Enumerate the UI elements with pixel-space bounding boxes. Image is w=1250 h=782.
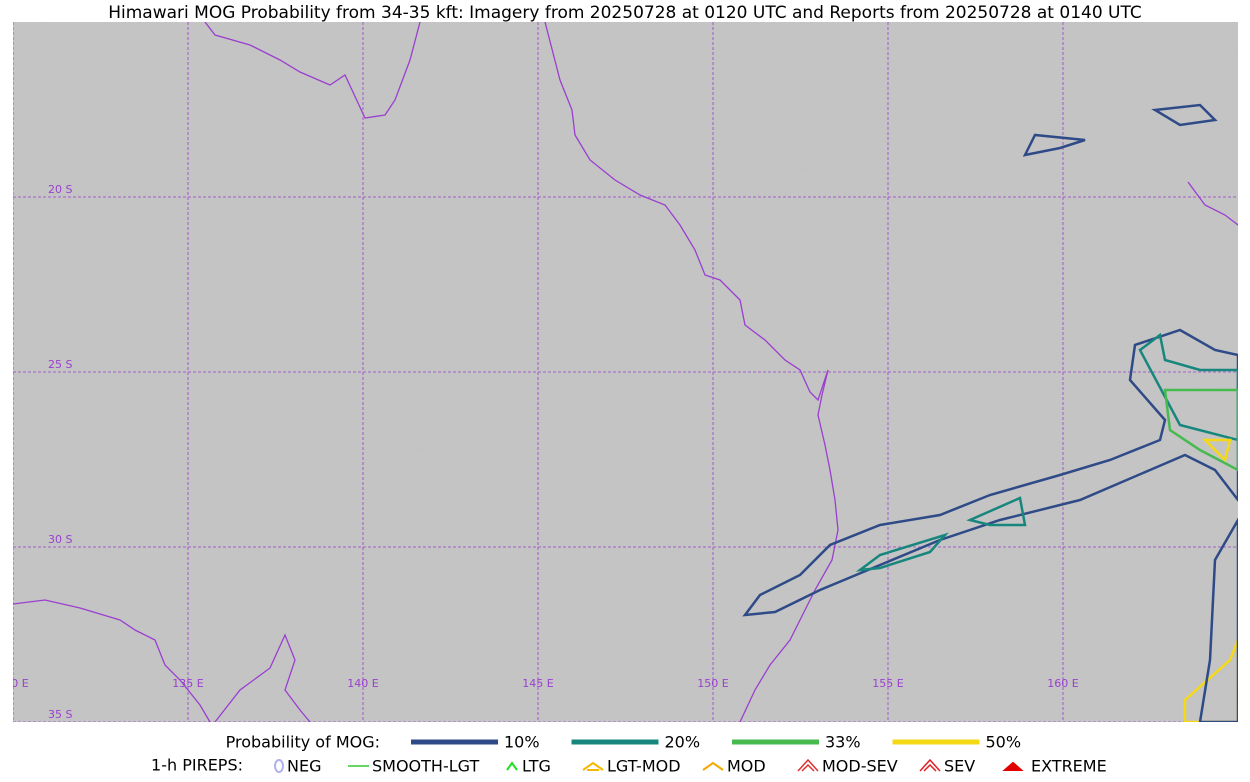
legend-label: EXTREME — [1031, 757, 1107, 776]
graticule: 130 E 135 E 140 E 145 E 150 E 155 E 160 E 20 S 2… — [0, 22, 1238, 722]
latitude-label: 30 S — [48, 533, 72, 546]
coastline — [13, 599, 211, 722]
legend-label: MOD-SEV — [822, 757, 898, 776]
pirep-icon — [702, 761, 724, 771]
map: 130 E 135 E 140 E 145 E 150 E 155 E 160 E 20 S 2… — [0, 22, 1238, 722]
contour-20 — [855, 332, 1238, 572]
pirep-icon — [274, 759, 284, 773]
contour-10 — [1198, 517, 1238, 722]
contour-10 — [1022, 103, 1218, 157]
pirep-icon — [1002, 761, 1024, 771]
contour-10 — [742, 328, 1238, 617]
legend-label: LGT-MOD — [607, 757, 681, 776]
longitude-label: 135 E — [172, 677, 203, 690]
latitude-label: 25 S — [48, 358, 72, 371]
legend-label: SMOOTH-LGT — [372, 757, 479, 776]
legend-title: 1-h PIREPS: — [151, 756, 243, 775]
longitude-label: 150 E — [697, 677, 728, 690]
pirep-icon — [582, 761, 604, 771]
title: Himawari MOG Probability from 34-35 kft:… — [108, 3, 1142, 23]
legend-label: SEV — [944, 757, 975, 776]
probability-contours — [742, 103, 1238, 722]
legend-label: LTG — [522, 757, 551, 776]
contour-33 — [1163, 388, 1238, 472]
pirep-icon — [506, 761, 518, 771]
legend-title: Probability of MOG: — [226, 733, 380, 752]
longitude-label: 155 E — [872, 677, 903, 690]
legend-label: 50% — [986, 733, 1022, 752]
longitude-label: 145 E — [522, 677, 553, 690]
legend-label: NEG — [287, 757, 321, 776]
longitude-label: 160 E — [1047, 677, 1078, 690]
latitude-label: 20 S — [48, 183, 72, 196]
legend-label: MOD — [727, 757, 766, 776]
pirep-icon — [919, 758, 941, 772]
contour-50 — [1183, 438, 1238, 722]
longitude-label: 130 E — [0, 677, 29, 690]
latitude-label: 35 S — [48, 708, 72, 721]
coastline — [204, 22, 421, 119]
coastline — [1187, 181, 1238, 226]
coastline — [544, 22, 839, 722]
coastline — [214, 633, 311, 722]
longitude-label: 140 E — [347, 677, 378, 690]
legend-label: 20% — [665, 733, 701, 752]
legend-label: 33% — [825, 733, 861, 752]
legend-label: 10% — [504, 733, 540, 752]
legend: Probability of MOG: 10% 20% 33% 50% 1-h PIREP… — [151, 733, 1107, 776]
pirep-icon — [797, 758, 819, 772]
